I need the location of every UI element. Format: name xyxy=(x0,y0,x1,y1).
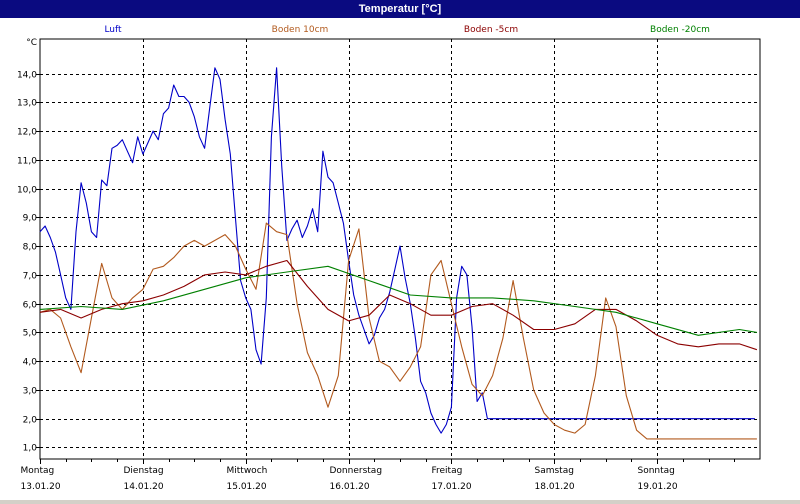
y-tick-label: 11,0 xyxy=(17,157,37,167)
y-tick-label: 13,0 xyxy=(17,99,37,109)
x-tick-date-label: 15.01.20 xyxy=(227,482,267,492)
x-tick-date-label: 16.01.20 xyxy=(330,482,370,492)
y-tick-label: 4,0 xyxy=(23,358,38,368)
x-tick-day-label: Mittwoch xyxy=(227,466,268,476)
chart-area: 1,0 2,0 3,0 4,0 5,0 6,0 7,0 8,0 9,0 10,0 11,0 12,0 1… xyxy=(0,18,800,500)
y-tick-label: 3,0 xyxy=(23,387,38,397)
series-line xyxy=(39,222,757,440)
x-tick-date-label: 13.01.20 xyxy=(21,482,61,492)
series-line xyxy=(39,259,758,351)
legend-entry: Boden -20cm xyxy=(650,25,710,35)
x-tick-day-label: Montag xyxy=(21,466,55,476)
y-tick-label: 1,0 xyxy=(23,444,38,454)
x-tick-day-label: Sonntag xyxy=(638,466,675,476)
y-tick-label: 2,0 xyxy=(23,416,38,426)
series-line xyxy=(39,67,755,434)
y-tick-label: 6,0 xyxy=(23,301,38,311)
legend-entry: Boden 10cm xyxy=(272,25,329,35)
series-line xyxy=(39,265,757,336)
x-tick-day-label: Donnerstag xyxy=(330,466,383,476)
x-tick-date-label: 19.01.20 xyxy=(638,482,678,492)
y-unit-label: °C xyxy=(26,38,37,48)
chart-title: Temperatur [°C] xyxy=(0,0,800,18)
temperature-chart: 1,0 2,0 3,0 4,0 5,0 6,0 7,0 8,0 9,0 10,0 11,0 12,0 1… xyxy=(17,25,761,492)
y-tick-label: 8,0 xyxy=(23,243,38,253)
x-tick-day-label: Freitag xyxy=(432,466,463,476)
x-tick-date-label: 14.01.20 xyxy=(124,482,164,492)
y-tick-label: 7,0 xyxy=(23,272,38,282)
y-tick-label: 9,0 xyxy=(23,214,38,224)
y-tick-label: 5,0 xyxy=(23,329,38,339)
y-tick-label: 12,0 xyxy=(17,128,37,138)
x-tick-day-label: Samstag xyxy=(535,466,574,476)
y-tick-label: 10,0 xyxy=(17,186,37,196)
x-tick-date-label: 17.01.20 xyxy=(432,482,472,492)
y-tick-label: 14,0 xyxy=(17,71,37,81)
x-tick-day-label: Dienstag xyxy=(124,466,164,476)
legend-entry: Boden -5cm xyxy=(464,25,518,35)
x-tick-date-label: 18.01.20 xyxy=(535,482,575,492)
legend-entry: Luft xyxy=(104,25,122,35)
